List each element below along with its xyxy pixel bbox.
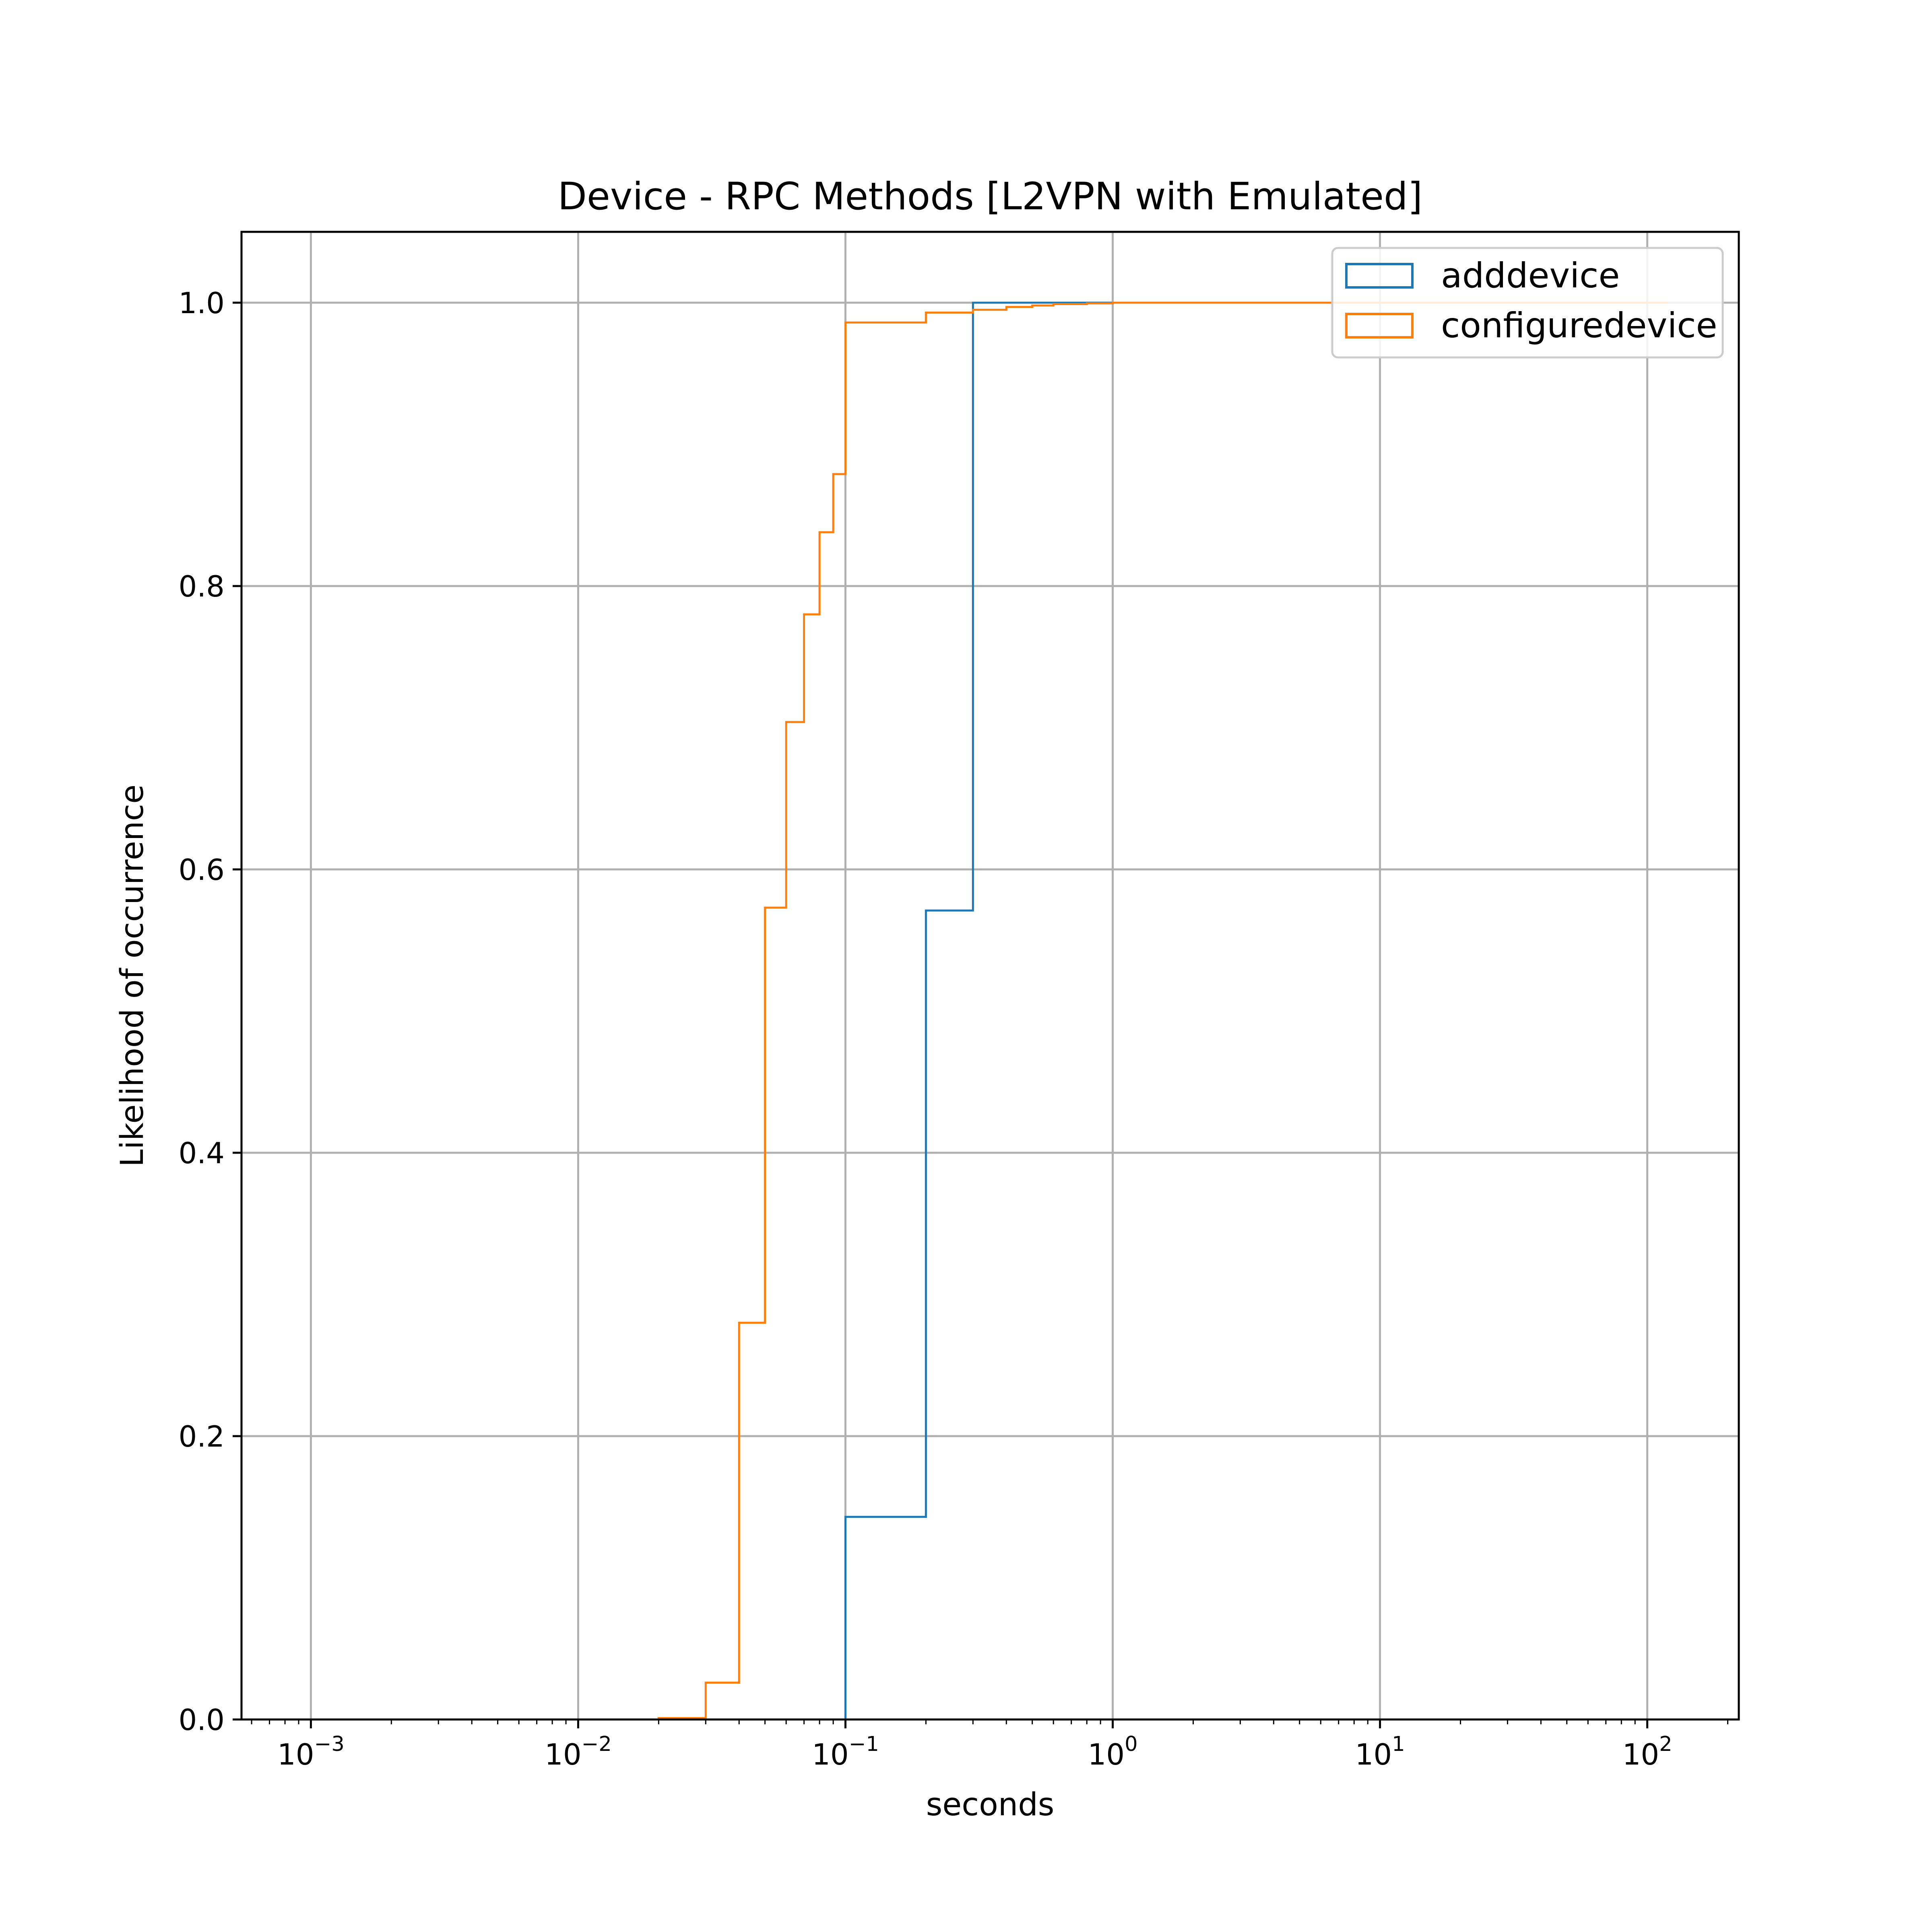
- y-axis-label: Likelihood of occurrence: [114, 784, 151, 1167]
- y-tick-label: 1.0: [178, 286, 225, 320]
- legend-box: [1331, 247, 1724, 359]
- y-tick-label: 0.4: [178, 1136, 225, 1170]
- plot-frame: [240, 231, 1740, 1721]
- axis-ticks: 10−3 10−2 10−1 100 101 102 0.0 0.2 0.4 0.6 0.8 1.0: [178, 286, 1729, 1771]
- y-tick-label: 0.2: [178, 1420, 225, 1453]
- grid-lines: [242, 232, 1739, 1721]
- y-tick-label: 0.8: [178, 570, 225, 603]
- y-tick-label: 0.0: [178, 1703, 225, 1737]
- x-axis-label: seconds: [926, 1787, 1055, 1823]
- legend-swatch-configuredevice: [1345, 313, 1414, 339]
- chart-title: Device - RPC Methods [L2VPN with Emulate…: [558, 175, 1423, 219]
- x-tick-label: 100: [1088, 1732, 1137, 1771]
- legend: adddevice configuredevice: [1331, 247, 1724, 359]
- legend-swatch-adddevice: [1345, 263, 1414, 289]
- x-tick-label: 10−3: [277, 1732, 345, 1771]
- y-tick-label: 0.6: [178, 853, 225, 887]
- series-line-configuredevice: [248, 301, 1669, 1721]
- legend-label-adddevice: adddevice: [1441, 256, 1620, 296]
- x-tick-label: 10−2: [545, 1732, 612, 1771]
- x-tick-label: 101: [1355, 1732, 1405, 1771]
- x-tick-label: 102: [1622, 1732, 1672, 1771]
- x-tick-label: 10−1: [812, 1732, 879, 1771]
- legend-label-configuredevice: configuredevice: [1441, 305, 1717, 346]
